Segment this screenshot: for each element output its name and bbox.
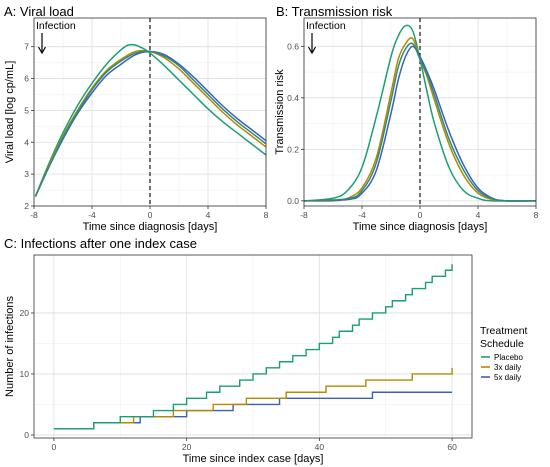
panel-c-x-axis-label: Time since index case [days] [183, 453, 324, 465]
panel-b-series-line-3 [303, 45, 537, 202]
panel-a-arrow-head [37, 46, 47, 55]
panel-b: B: Transmission risk -8 -4 0 4 8 0.00.20.40.… [274, 4, 539, 233]
panel-a-x-axis-label: Time since diagnosis [days] [83, 221, 218, 233]
panel-b-infection-label: Infection [306, 20, 346, 32]
panel-b-x-tick-label: 8 [534, 210, 539, 220]
panel-b-series [303, 24, 537, 202]
panel-b-series-line-1 [303, 24, 537, 202]
panel-b-x-axis-label: Time since diagnosis [days] [353, 221, 488, 233]
panel-b-x-tick-label: 0 [418, 210, 423, 220]
panel-c-y-axis-label: Number of infections [4, 296, 16, 397]
panel-c-frame [33, 254, 473, 439]
panel-c-series [53, 264, 453, 430]
panel-c-x-tick-label: 0 [52, 442, 57, 452]
panel-a-x-tick-label: 8 [264, 210, 269, 220]
panel-a-title: A: Viral load [4, 4, 74, 19]
panel-b-x-tick-label: -4 [358, 210, 366, 220]
panel-b-x-ticks: -8 -4 0 4 8 [300, 206, 539, 220]
panel-c-y-tick-label: 0 [24, 430, 29, 440]
panel-c-title: C: Infections after one index case [4, 236, 197, 251]
panel-c-y-ticks: 0 10 20 [20, 308, 34, 440]
legend-label-placebo: Placebo [494, 353, 523, 362]
panel-a-series [34, 43, 267, 197]
panel-b-title: B: Transmission risk [276, 4, 393, 19]
panel-a-y-axis-label: Viral load [log cp/mL] [4, 61, 16, 164]
series-line-3x-daily [53, 367, 453, 430]
legend-title-line2: Schedule [480, 338, 524, 350]
panel-a-y-tick-label: 2 [24, 201, 29, 211]
panel-b-y-tick-label: 0.6 [287, 41, 299, 51]
panel-a-infection-arrow-icon [37, 33, 47, 55]
legend-title-line1: Treatment [480, 325, 528, 337]
panel-b-y-axis-label: Transmission risk [274, 69, 286, 155]
panel-a-x-tick-label: 4 [206, 210, 211, 220]
panel-b-infection-arrow-icon [307, 33, 317, 55]
panel-a-y-tick-label: 5 [24, 105, 29, 115]
panel-b-y-tick-label: 0.4 [287, 93, 299, 103]
panel-a-y-tick-label: 6 [24, 74, 29, 84]
panel-b-arrow-head [307, 46, 317, 55]
panel-a-x-tick-label: -4 [88, 210, 96, 220]
panel-a-y-tick-label: 7 [24, 42, 29, 52]
panel-c-x-tick-label: 20 [182, 442, 192, 452]
panel-c-x-tick-label: 60 [447, 442, 457, 452]
panel-a-x-tick-label: 0 [148, 210, 153, 220]
panel-b-x-tick-label: 4 [476, 210, 481, 220]
panel-a-y-ticks: 2 3 4 5 6 7 [24, 42, 34, 211]
panel-c-x-tick-label: 40 [315, 442, 325, 452]
panel-a-infection-label: Infection [36, 20, 76, 32]
legend-label-3x-daily: 3x daily [494, 363, 521, 372]
panel-c: C: Infections after one index case 0 20 40… [4, 236, 528, 465]
panel-b-series-line-4 [303, 42, 537, 202]
panel-b-y-ticks: 0.0 0.2 0.4 0.6 [287, 41, 304, 206]
panel-b-y-tick-label: 0.2 [287, 144, 299, 154]
legend-label-5x-daily: 5x daily [494, 373, 521, 382]
panel-a-x-tick-label: -8 [30, 210, 38, 220]
series-line-placebo [53, 264, 453, 430]
panel-a-series-line-1 [34, 43, 267, 197]
panel-a-y-tick-label: 3 [24, 169, 29, 179]
panel-a-y-tick-label: 4 [24, 137, 29, 147]
panel-b-x-tick-label: -8 [300, 210, 308, 220]
panel-b-series-line-2 [303, 37, 537, 202]
panel-c-y-tick-label: 10 [20, 369, 30, 379]
panel-a: A: Viral load -8 -4 0 4 8 2 3 4 5 6 7 Infection T… [4, 4, 269, 233]
panel-c-x-ticks: 0 20 40 60 [52, 438, 457, 452]
panel-c-y-tick-label: 20 [20, 308, 30, 318]
panel-b-y-tick-label: 0.0 [287, 196, 299, 206]
panel-a-x-ticks: -8 -4 0 4 8 [30, 206, 269, 220]
panel-a-series-line-4 [34, 50, 267, 197]
